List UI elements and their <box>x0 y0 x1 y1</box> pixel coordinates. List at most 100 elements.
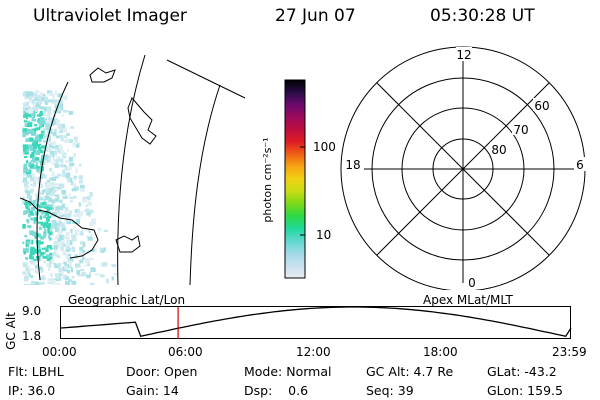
aurora-pixel <box>26 247 29 251</box>
aurora-pixel <box>64 265 68 270</box>
aurora-emission-region <box>22 90 118 285</box>
aurora-pixel <box>43 106 47 112</box>
aurora-pixel <box>39 110 43 116</box>
aurora-pixel <box>71 188 77 192</box>
aurora-pixel <box>35 108 38 113</box>
aurora-pixel <box>47 215 52 219</box>
aurora-pixel <box>46 223 52 229</box>
aurora-pixel <box>30 260 34 264</box>
aurora-pixel <box>62 124 65 129</box>
aurora-pixel <box>31 116 35 120</box>
aurora-pixel <box>46 263 51 267</box>
aurora-pixel <box>64 276 69 281</box>
aurora-pixel <box>25 130 29 136</box>
aurora-pixel <box>59 134 64 139</box>
aurora-pixel <box>65 168 69 171</box>
aurora-pixel <box>40 145 46 149</box>
aurora-pixel <box>51 99 56 103</box>
aurora-pixel <box>40 160 45 164</box>
aurora-pixel <box>57 217 63 221</box>
aurora-pixel <box>44 182 47 185</box>
aurora-pixel <box>75 168 78 174</box>
aurora-pixel <box>34 235 37 240</box>
aurora-pixel <box>89 233 93 237</box>
aurora-pixel <box>62 193 67 199</box>
aurora-pixel <box>45 113 50 118</box>
aurora-pixel <box>55 183 59 186</box>
aurora-pixel <box>51 187 56 191</box>
aurora-pixel <box>66 172 71 176</box>
aurora-pixel <box>37 170 43 174</box>
aurora-pixel <box>48 129 53 134</box>
aurora-pixel <box>57 241 63 247</box>
aurora-pixel <box>33 160 36 163</box>
aurora-pixel <box>82 255 85 261</box>
aurora-pixel <box>34 90 40 93</box>
aurora-pixel <box>24 120 28 123</box>
aurora-pixel <box>56 255 60 258</box>
aurora-pixel <box>50 141 56 146</box>
aurora-pixel <box>46 135 51 139</box>
aurora-pixel <box>45 141 50 146</box>
aurora-pixel <box>52 183 57 187</box>
aurora-pixel <box>33 145 37 150</box>
aurora-pixel <box>26 173 32 178</box>
aurora-pixel <box>35 150 40 155</box>
mlt-label: 12 <box>456 48 471 62</box>
aurora-pixel <box>24 277 29 280</box>
aurora-pixel <box>65 248 70 252</box>
aurora-pixel <box>78 215 81 219</box>
mlt-label: 6 <box>576 158 584 172</box>
aurora-pixel <box>34 124 38 127</box>
aurora-pixel <box>40 276 46 281</box>
aurora-pixel <box>37 127 41 131</box>
aurora-pixel <box>35 102 39 108</box>
aurora-pixel <box>42 201 47 206</box>
aurora-pixel <box>22 196 25 200</box>
aurora-pixel <box>31 108 36 111</box>
altitude-xtick-label: 06:00 <box>168 345 203 359</box>
aurora-pixel <box>103 247 106 252</box>
aurora-pixel <box>38 266 43 270</box>
aurora-pixel <box>57 144 63 148</box>
aurora-pixel <box>52 211 57 217</box>
aurora-pixel <box>44 134 49 138</box>
aurora-pixel <box>58 146 62 151</box>
aurora-pixel <box>81 271 86 277</box>
aurora-pixel <box>30 132 36 136</box>
aurora-pixel <box>83 242 86 247</box>
altitude-plot <box>60 306 572 339</box>
aurora-pixel <box>61 227 66 232</box>
aurora-pixel <box>23 169 26 174</box>
aurora-pixel <box>25 242 29 247</box>
aurora-pixel <box>56 109 59 114</box>
aurora-pixel <box>46 245 51 248</box>
aurora-pixel <box>32 248 37 254</box>
aurora-pixel <box>59 271 64 274</box>
aurora-pixel <box>31 157 35 163</box>
aurora-pixel <box>66 138 69 142</box>
aurora-pixel <box>72 247 76 253</box>
aurora-pixel <box>87 263 91 267</box>
aurora-pixel <box>43 113 47 116</box>
aurora-pixel <box>111 264 117 268</box>
aurora-pixel <box>102 262 108 267</box>
aurora-pixel <box>45 204 50 208</box>
aurora-pixel <box>80 211 84 216</box>
aurora-pixel <box>68 138 72 143</box>
aurora-pixel <box>43 154 49 157</box>
aurora-pixel <box>59 249 65 252</box>
aurora-pixel <box>33 176 39 181</box>
aurora-pixel <box>22 262 27 268</box>
aurora-pixel <box>43 221 49 227</box>
aurora-pixel <box>75 142 80 148</box>
aurora-pixel <box>60 214 66 217</box>
aurora-pixel <box>49 253 53 257</box>
aurora-pixel <box>41 96 45 102</box>
aurora-pixel <box>27 202 32 206</box>
aurora-pixel <box>85 204 88 207</box>
aurora-pixel <box>62 222 65 228</box>
aurora-pixel <box>68 279 72 282</box>
aurora-pixel <box>33 284 37 285</box>
aurora-pixel <box>52 205 57 208</box>
